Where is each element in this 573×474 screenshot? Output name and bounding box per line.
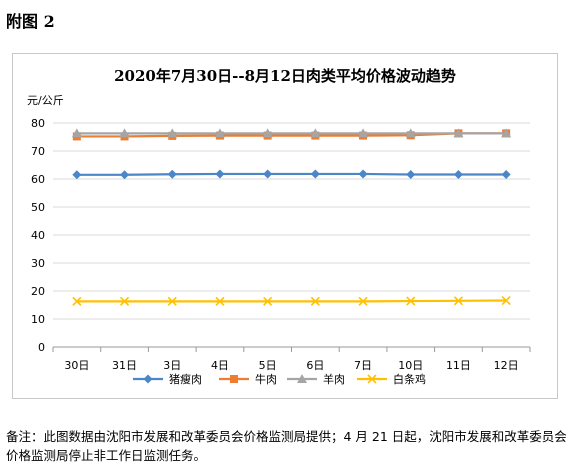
figure-heading: 附图 2 <box>6 12 55 31</box>
y-tick-label: 20 <box>31 285 45 298</box>
x-tick-label: 3日 <box>163 359 181 372</box>
data-point <box>215 169 225 179</box>
data-point <box>119 128 130 138</box>
x-tick-label: 4日 <box>211 359 229 372</box>
data-point <box>167 128 178 138</box>
data-point <box>119 296 130 306</box>
legend-label: 白条鸡 <box>393 372 426 386</box>
legend-marker <box>297 374 307 383</box>
legend-marker <box>143 374 153 384</box>
chart-title: 2020年7月30日--8月12日肉类平均价格波动趋势 <box>114 67 456 85</box>
legend-label: 羊肉 <box>323 372 345 386</box>
x-tick-label: 31日 <box>112 359 137 372</box>
data-point <box>358 169 368 179</box>
data-point <box>358 296 368 306</box>
data-point <box>72 296 82 306</box>
legend-label: 猪瘦肉 <box>169 372 202 386</box>
data-point <box>72 170 82 180</box>
x-tick-label: 5日 <box>259 359 277 372</box>
data-point <box>120 170 130 180</box>
data-point <box>406 296 416 306</box>
x-tick-label: 7日 <box>354 359 372 372</box>
data-point <box>263 296 273 306</box>
series-line-0 <box>76 172 507 176</box>
data-point <box>310 128 321 138</box>
series-line-3 <box>76 299 507 303</box>
x-tick-label: 6日 <box>306 359 324 372</box>
data-point <box>453 128 464 138</box>
y-axis-label: 元/公斤 <box>27 94 64 107</box>
data-point <box>501 170 511 180</box>
data-point <box>310 296 320 306</box>
data-point <box>453 170 463 180</box>
legend-label: 牛肉 <box>255 372 277 386</box>
y-tick-label: 40 <box>31 229 45 242</box>
y-tick-label: 30 <box>31 257 45 270</box>
data-point <box>263 169 273 179</box>
footnote: 备注：此图数据由沈阳市发展和改革委员会价格监测局提供；4 月 21 日起，沈阳市… <box>6 429 567 463</box>
y-tick-label: 70 <box>31 145 45 158</box>
data-point <box>405 128 416 138</box>
data-point <box>71 128 82 138</box>
y-tick-label: 10 <box>31 313 45 326</box>
y-tick-label: 50 <box>31 201 45 214</box>
y-tick-label: 80 <box>31 117 45 130</box>
legend-marker <box>230 375 238 383</box>
x-tick-label: 11日 <box>446 359 471 372</box>
data-point <box>453 296 464 306</box>
data-point <box>501 295 511 306</box>
data-point <box>358 128 369 138</box>
data-point <box>310 169 320 179</box>
x-tick-label: 30日 <box>64 359 89 372</box>
data-point <box>214 128 225 138</box>
data-point <box>406 170 416 180</box>
data-point <box>262 128 273 138</box>
data-point <box>501 128 512 138</box>
data-point <box>167 169 177 179</box>
x-tick-label: 12日 <box>494 359 519 372</box>
y-tick-label: 0 <box>38 341 45 354</box>
x-tick-label: 10日 <box>398 359 423 372</box>
legend-marker <box>367 374 377 384</box>
data-point <box>215 296 225 306</box>
y-tick-label: 60 <box>31 173 45 186</box>
chart-frame: 2020年7月30日--8月12日肉类平均价格波动趋势元/公斤 0 10 20 30 40… <box>12 53 558 399</box>
data-point <box>167 296 177 306</box>
